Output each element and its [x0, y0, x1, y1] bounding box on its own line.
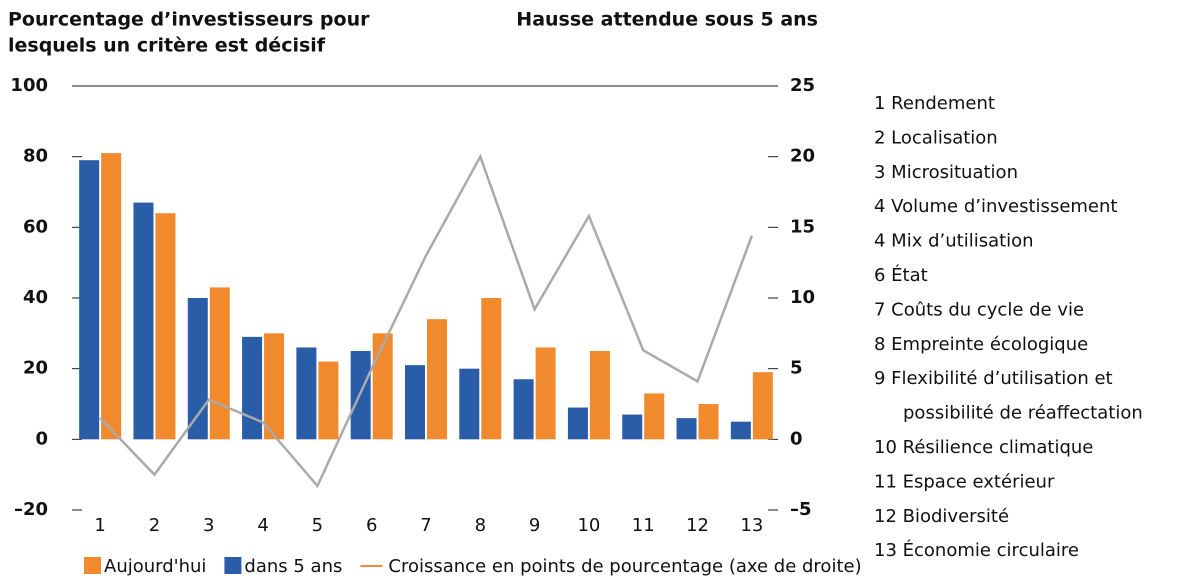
x-tick-label: 7: [420, 515, 431, 536]
x-tick-label: 10: [577, 515, 600, 536]
legend-label: dans 5 ans: [244, 556, 342, 577]
y2-tick-label: 10: [790, 287, 815, 308]
legend-swatch: [84, 557, 101, 574]
x-tick-label: 5: [312, 515, 323, 536]
bar: [405, 365, 425, 440]
bar: [318, 361, 339, 440]
y-label-line: lesquels un critère est décisif: [8, 35, 326, 57]
y-tick-label: 100: [10, 75, 48, 96]
bar: [676, 418, 697, 440]
x-tick-label: 8: [475, 515, 486, 536]
legend-swatch: [224, 557, 242, 574]
criterion: 6 État: [874, 264, 928, 286]
bar: [372, 333, 393, 440]
criterion: 13 Économie circulaire: [874, 539, 1079, 561]
bar: [79, 160, 100, 440]
criterion: 4 Volume d’investissement: [874, 196, 1117, 217]
criterion: 11 Espace extérieur: [874, 471, 1055, 492]
criterion: 9 Flexibilité d’utilisation et: [874, 368, 1113, 389]
bar: [101, 153, 122, 440]
criterion: 8 Empreinte écologique: [874, 334, 1088, 355]
x-tick-label: 11: [632, 515, 655, 536]
bar: [242, 336, 263, 440]
y-tick-label: 40: [23, 287, 48, 308]
criterion: 2 Localisation: [874, 127, 998, 148]
y-tick-label: 80: [23, 146, 48, 167]
y2-tick-label: –5: [790, 499, 812, 520]
criterion: 4 Mix d’utilisation: [874, 231, 1034, 252]
bar: [622, 414, 643, 440]
x-tick-label: 13: [740, 515, 763, 536]
y2-tick-label: 5: [790, 358, 803, 379]
y-tick-label: –20: [14, 499, 48, 520]
bar: [427, 319, 447, 440]
x-tick-label: 2: [149, 515, 160, 536]
y-tick-label: 20: [23, 358, 48, 379]
x-tick-label: 3: [203, 515, 214, 536]
x-tick-label: 9: [529, 515, 540, 536]
x-tick-label: 1: [94, 515, 105, 536]
bar: [209, 287, 230, 440]
bar: [459, 368, 480, 440]
bar: [296, 347, 317, 440]
bar: [698, 404, 719, 440]
criterion: 7 Coûts du cycle de vie: [874, 299, 1084, 320]
y2-tick-label: 25: [790, 75, 815, 96]
legend-label: Aujourd'hui: [104, 556, 206, 577]
legend-label: Croissance en points de pourcentage (axe…: [388, 556, 861, 577]
x-tick-label: 12: [686, 515, 709, 536]
bar: [155, 213, 176, 440]
bar: [535, 347, 556, 440]
y2-tick-label: 0: [790, 428, 803, 449]
criterion: 12 Biodiversité: [874, 506, 1009, 527]
criterion: 3 Microsituation: [874, 162, 1018, 183]
criterion: 10 Résilience climatique: [874, 437, 1093, 458]
bar: [133, 202, 154, 440]
y2-tick-label: 20: [790, 146, 815, 167]
y-tick-label: 60: [23, 216, 48, 237]
bar: [589, 351, 610, 440]
bar: [513, 379, 534, 440]
bar: [481, 298, 502, 440]
bar: [187, 298, 208, 440]
y-label-line: Pourcentage d’investisseurs pour: [8, 9, 370, 31]
bar: [752, 372, 773, 440]
criterion: 1 Rendement: [874, 93, 995, 114]
bar: [567, 407, 588, 440]
bar: [730, 421, 751, 440]
bar: [644, 393, 665, 440]
x-tick-label: 6: [366, 515, 377, 536]
y2-tick-label: 15: [790, 216, 815, 237]
bar: [264, 333, 285, 440]
y2-label: Hausse attendue sous 5 ans: [516, 9, 818, 31]
line: [99, 153, 754, 489]
x-tick-label: 4: [257, 515, 268, 536]
criterion: possibilité de réaffectation: [903, 403, 1143, 424]
y-tick-label: 0: [35, 428, 48, 449]
